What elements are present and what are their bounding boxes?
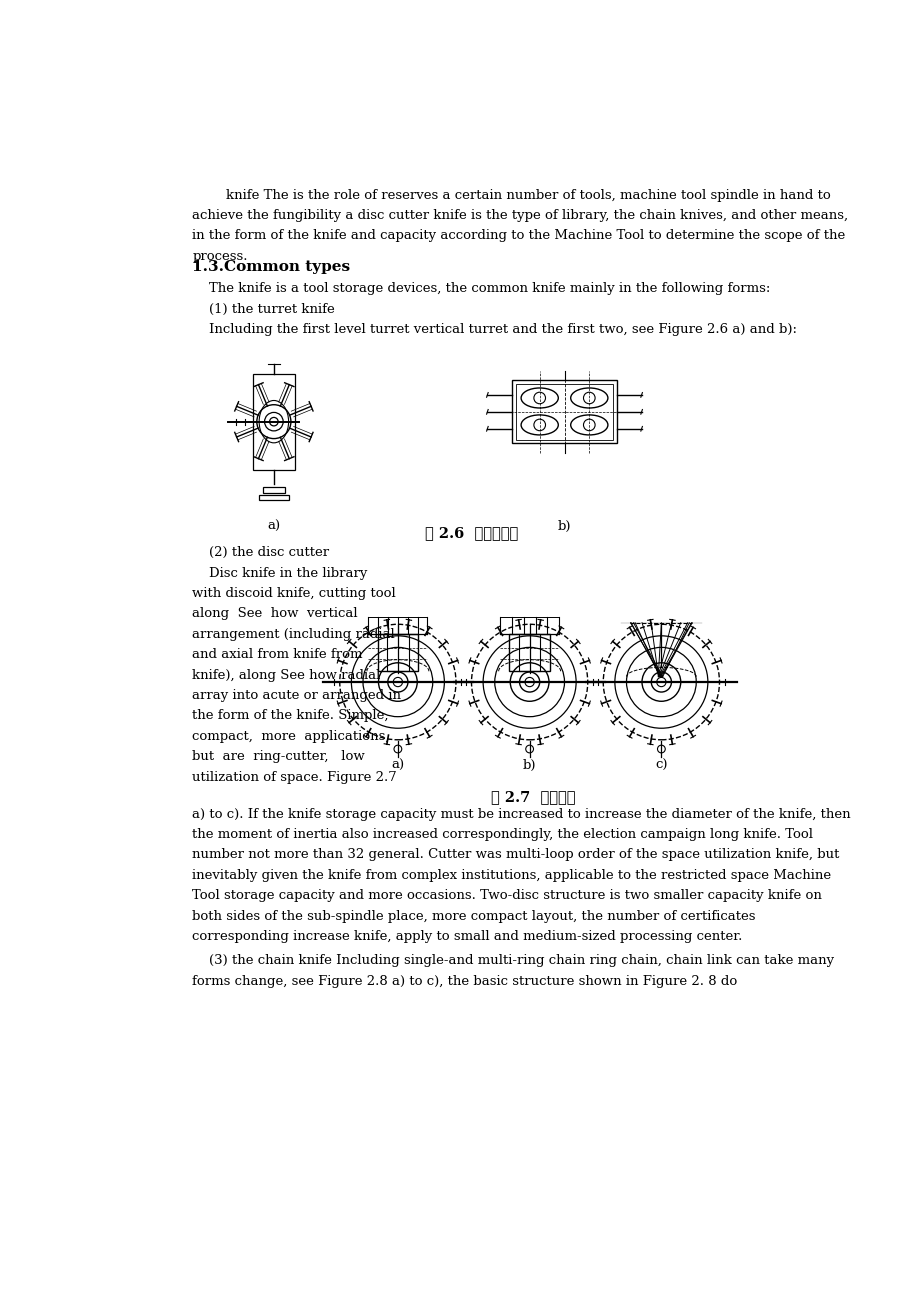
Text: arrangement (including radial: arrangement (including radial	[192, 628, 395, 641]
Text: Disc knife in the library: Disc knife in the library	[192, 566, 368, 579]
Text: b): b)	[522, 759, 536, 772]
Text: 图 2.6  转塔式刀库: 图 2.6 转塔式刀库	[425, 526, 517, 540]
Text: c): c)	[654, 759, 667, 772]
Bar	[512, 380, 616, 444]
Text: The knife is a tool storage devices, the common knife mainly in the following fo: The knife is a tool storage devices, the…	[192, 283, 770, 296]
Text: Including the first level turret vertical turret and the first two, see Figure 2: Including the first level turret vertica…	[192, 323, 797, 336]
Text: with discoid knife, cutting tool: with discoid knife, cutting tool	[192, 587, 396, 600]
Text: knife), along See how radial: knife), along See how radial	[192, 668, 380, 681]
Text: number not more than 32 general. Cutter was multi-loop order of the space utiliz: number not more than 32 general. Cutter …	[192, 849, 839, 862]
Text: (2) the disc cutter: (2) the disc cutter	[192, 546, 329, 559]
Text: the form of the knife. Simple,: the form of the knife. Simple,	[192, 710, 389, 723]
Text: 1.3.Common types: 1.3.Common types	[192, 260, 350, 273]
Bar	[263, 487, 284, 493]
Text: b): b)	[557, 519, 571, 533]
Bar	[259, 495, 289, 500]
Text: and axial from knife from: and axial from knife from	[192, 648, 363, 661]
Text: process.: process.	[192, 250, 248, 263]
Text: the moment of inertia also increased correspondingly, the election campaign long: the moment of inertia also increased cor…	[192, 828, 812, 841]
Text: Tool storage capacity and more occasions. Two-disc structure is two smaller capa: Tool storage capacity and more occasions…	[192, 889, 822, 902]
Text: in the form of the knife and capacity according to the Machine Tool to determine: in the form of the knife and capacity ac…	[192, 229, 845, 242]
Bar	[387, 634, 408, 672]
Bar	[518, 634, 539, 672]
Text: corresponding increase knife, apply to small and medium-sized processing center.: corresponding increase knife, apply to s…	[192, 930, 742, 943]
Text: a) to c). If the knife storage capacity must be increased to increase the diamet: a) to c). If the knife storage capacity …	[192, 807, 850, 820]
Bar	[378, 634, 417, 672]
Text: 图 2.7  盘式刀库: 图 2.7 盘式刀库	[491, 790, 575, 803]
Text: (1) the turret knife: (1) the turret knife	[192, 303, 335, 316]
Text: (3) the chain knife Including single-and multi-ring chain ring chain, chain link: (3) the chain knife Including single-and…	[192, 954, 834, 967]
Text: both sides of the sub-spindle place, more compact layout, the number of certific: both sides of the sub-spindle place, mor…	[192, 910, 755, 923]
Text: utilization of space. Figure 2.7: utilization of space. Figure 2.7	[192, 771, 397, 784]
Bar	[253, 374, 295, 470]
Text: a): a)	[391, 759, 404, 772]
Bar	[516, 384, 612, 440]
Text: forms change, see Figure 2.8 a) to c), the basic structure shown in Figure 2. 8 : forms change, see Figure 2.8 a) to c), t…	[192, 975, 737, 988]
Text: along  See  how  vertical: along See how vertical	[192, 607, 357, 620]
Text: achieve the fungibility a disc cutter knife is the type of library, the chain kn: achieve the fungibility a disc cutter kn…	[192, 210, 847, 221]
Text: a): a)	[267, 519, 280, 533]
Bar	[509, 634, 550, 672]
Text: but  are  ring-cutter,   low: but are ring-cutter, low	[192, 750, 365, 763]
Text: inevitably given the knife from complex institutions, applicable to the restrict: inevitably given the knife from complex …	[192, 868, 831, 881]
Text: compact,  more  applications,: compact, more applications,	[192, 730, 390, 742]
Text: array into acute or arranged in: array into acute or arranged in	[192, 689, 401, 702]
Text: knife The is the role of reserves a certain number of tools, machine tool spindl: knife The is the role of reserves a cert…	[192, 189, 831, 202]
